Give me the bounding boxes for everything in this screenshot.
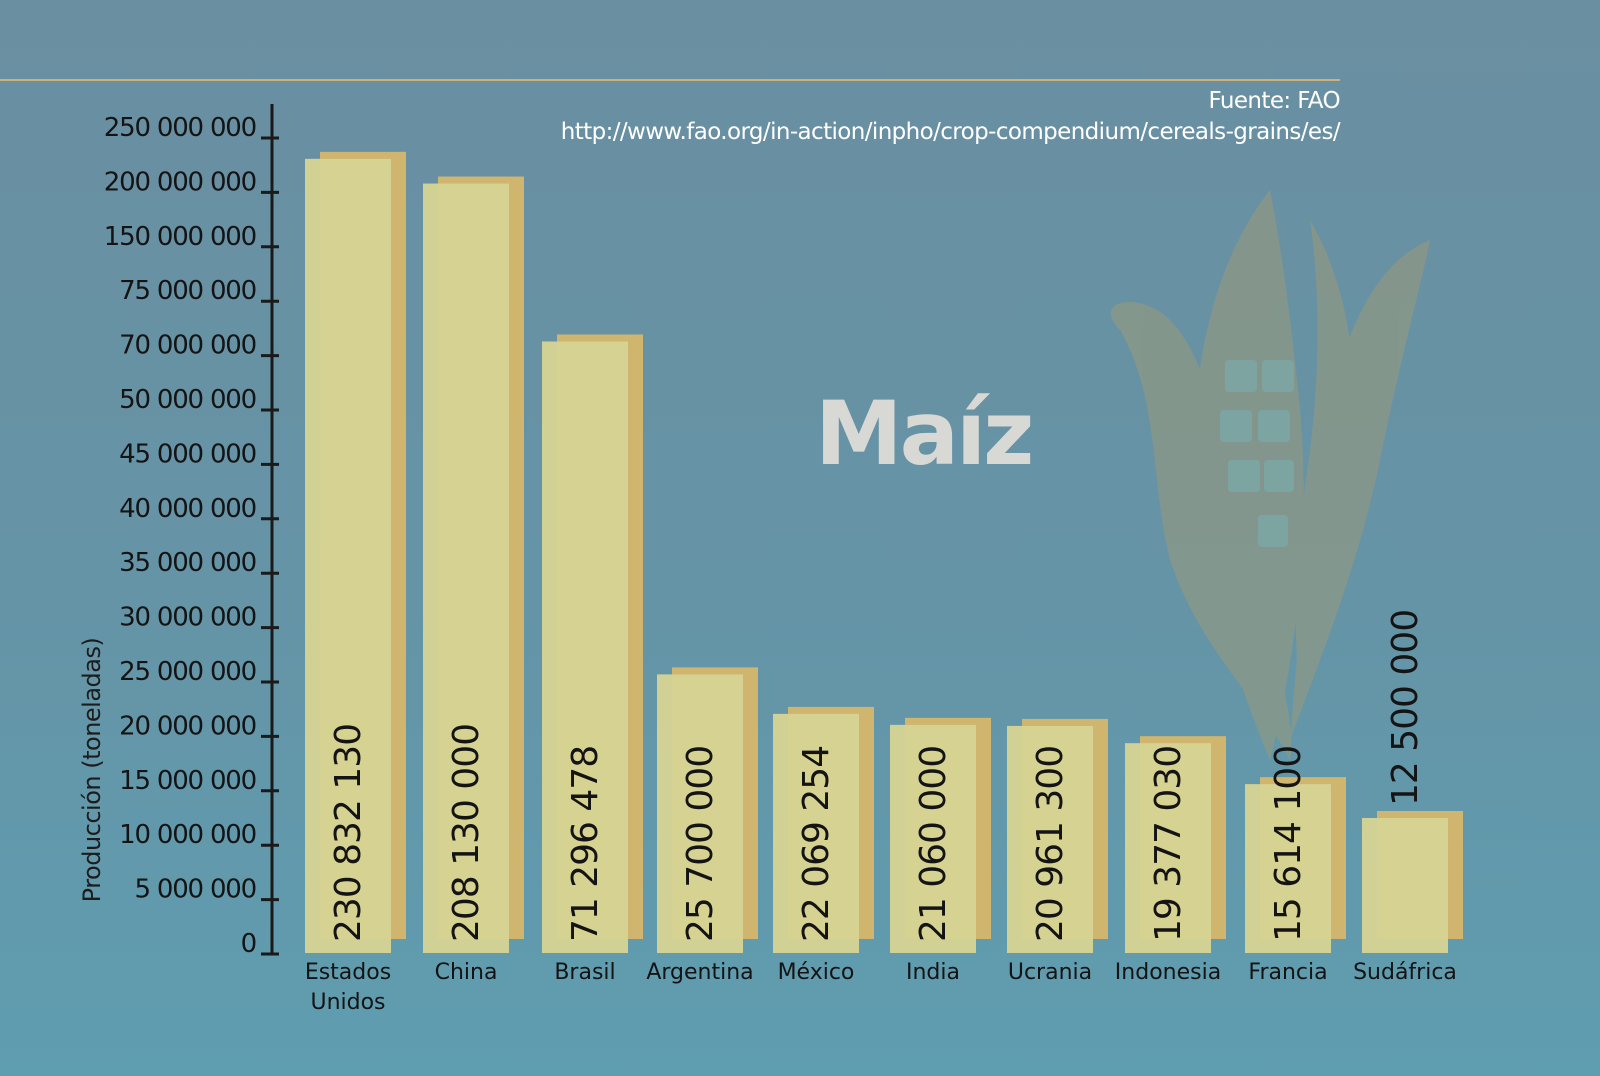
y-tick-label: 150 000 000 bbox=[104, 222, 256, 252]
bar bbox=[423, 183, 509, 953]
bar bbox=[773, 713, 859, 953]
y-tick-label: 50 000 000 bbox=[119, 385, 256, 415]
bar-group: 20 961 300 Ucrania bbox=[1007, 718, 1108, 985]
y-tick-label: 70 000 000 bbox=[119, 331, 256, 361]
y-axis-label: Producción (toneladas) bbox=[78, 637, 106, 903]
bar-value-label: 12 500 000 bbox=[1385, 610, 1426, 806]
bar-group: 230 832 130 Estados Unidos bbox=[305, 151, 406, 1015]
y-tick-label: 5 000 000 bbox=[134, 875, 256, 905]
y-tick-label: 25 000 000 bbox=[119, 657, 256, 687]
bar bbox=[542, 341, 628, 953]
bar-group: 71 296 478 Brasil bbox=[542, 334, 643, 985]
bar bbox=[1362, 818, 1448, 953]
bar-value-label: 71 296 478 bbox=[565, 746, 606, 942]
bar-value-label: 25 700 000 bbox=[680, 746, 721, 942]
bar bbox=[1007, 725, 1093, 953]
header-divider bbox=[0, 79, 1340, 81]
x-category-label: Indonesia bbox=[1115, 960, 1221, 985]
x-category-label: Unidos bbox=[310, 990, 385, 1015]
bar-group: 12 500 000 Sudáfrica bbox=[1353, 610, 1463, 985]
x-category-label: México bbox=[778, 960, 855, 985]
bar-value-label: 21 060 000 bbox=[913, 746, 954, 942]
x-category-label: Francia bbox=[1248, 960, 1327, 985]
x-category-label: Estados bbox=[305, 960, 391, 985]
y-tick-label: 0 bbox=[241, 929, 256, 959]
x-category-label: Argentina bbox=[646, 960, 753, 985]
chart-title: Maíz bbox=[815, 382, 1034, 485]
bar bbox=[1125, 743, 1211, 953]
source-url: http://www.fao.org/in-action/inpho/crop-… bbox=[560, 119, 1341, 145]
y-tick-label: 15 000 000 bbox=[119, 766, 256, 796]
bar-value-label: 20 961 300 bbox=[1030, 746, 1071, 942]
y-tick-label: 45 000 000 bbox=[119, 439, 256, 469]
bar-group: 15 614 100 Francia bbox=[1245, 746, 1346, 985]
source-label: Fuente: FAO bbox=[1208, 88, 1341, 114]
bar-group: 25 700 000 Argentina bbox=[646, 667, 758, 985]
bar-group: 21 060 000 India bbox=[890, 717, 991, 985]
bar-group: 208 130 000 China bbox=[423, 176, 524, 985]
bar bbox=[890, 724, 976, 953]
x-category-label: Sudáfrica bbox=[1353, 960, 1457, 985]
bar-value-label: 208 130 000 bbox=[446, 724, 487, 942]
bar-value-label: 22 069 254 bbox=[796, 746, 837, 942]
y-tick-label: 10 000 000 bbox=[119, 820, 256, 850]
x-category-label: India bbox=[906, 960, 960, 985]
bar-group: 22 069 254 México bbox=[773, 706, 874, 985]
y-tick-label: 20 000 000 bbox=[119, 711, 256, 741]
x-category-label: Ucrania bbox=[1008, 960, 1092, 985]
bar-group: 19 377 030 Indonesia bbox=[1115, 736, 1226, 985]
y-tick-label: 30 000 000 bbox=[119, 603, 256, 633]
bar bbox=[657, 674, 743, 953]
bar bbox=[305, 158, 391, 954]
bar bbox=[1245, 784, 1331, 953]
y-tick-label: 75 000 000 bbox=[119, 276, 256, 306]
y-tick-label: 35 000 000 bbox=[119, 548, 256, 578]
y-tick-label: 40 000 000 bbox=[119, 494, 256, 524]
x-category-label: Brasil bbox=[554, 960, 615, 985]
bar-value-label: 230 832 130 bbox=[328, 724, 369, 942]
bar-value-label: 19 377 030 bbox=[1148, 746, 1189, 942]
y-tick-label: 200 000 000 bbox=[104, 167, 256, 197]
y-tick-label: 250 000 000 bbox=[104, 113, 256, 143]
x-category-label: China bbox=[435, 960, 498, 985]
bar-value-label: 15 614 100 bbox=[1268, 746, 1309, 942]
corn-icon bbox=[1110, 190, 1430, 760]
